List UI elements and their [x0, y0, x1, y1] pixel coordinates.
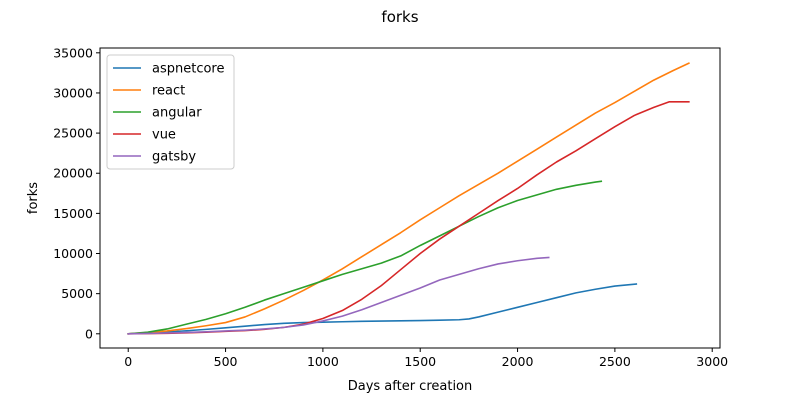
- x-tick-label: 1000: [307, 354, 339, 369]
- chart-title: forks: [381, 8, 418, 26]
- y-tick-label: 30000: [53, 85, 93, 100]
- series-line-react: [127, 62, 690, 335]
- x-tick-label: 2500: [599, 354, 631, 369]
- y-tick-label: 15000: [53, 206, 93, 221]
- plot-area: [127, 62, 690, 335]
- legend-label-react: react: [152, 84, 185, 99]
- series-line-gatsby: [127, 256, 550, 335]
- x-tick-label: 3000: [696, 354, 728, 369]
- legend-box: [106, 54, 235, 170]
- y-tick-label: 25000: [53, 126, 93, 141]
- y-tick-label: 35000: [53, 45, 93, 60]
- y-tick-label: 5000: [61, 286, 93, 301]
- y-tick-label: 0: [85, 326, 93, 341]
- x-axis-ticks: 0 500 1000 1500 2000 2500 3000: [124, 348, 728, 369]
- series-line-angular: [127, 180, 603, 335]
- x-axis-label: Days after creation: [348, 379, 473, 394]
- x-tick-label: 500: [214, 354, 238, 369]
- x-tick-label: 0: [124, 354, 132, 369]
- x-tick-label: 1500: [404, 354, 436, 369]
- y-tick-label: 20000: [53, 166, 93, 181]
- x-tick-label: 2000: [502, 354, 534, 369]
- legend-label-gatsby: gatsby: [152, 150, 196, 165]
- legend-label-angular: angular: [152, 106, 202, 121]
- legend-label-aspnetcore: aspnetcore: [152, 62, 224, 77]
- y-axis-ticks: 0 5000 10000 15000 20000 25000 30000 35000: [53, 45, 100, 341]
- y-tick-label: 10000: [53, 246, 93, 261]
- series-line-aspnetcore: [127, 283, 638, 335]
- y-axis-label: forks: [26, 182, 41, 214]
- axes-frame: [99, 47, 721, 349]
- legend: aspnetcore react angular vue gatsby: [106, 54, 235, 170]
- legend-label-vue: vue: [152, 128, 176, 143]
